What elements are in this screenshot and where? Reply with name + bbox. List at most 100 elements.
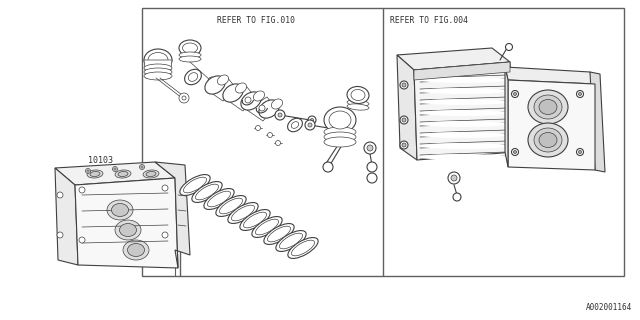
Circle shape bbox=[310, 118, 314, 122]
Circle shape bbox=[513, 92, 516, 95]
Ellipse shape bbox=[255, 219, 278, 235]
Ellipse shape bbox=[347, 100, 369, 106]
Circle shape bbox=[579, 150, 582, 154]
Ellipse shape bbox=[241, 92, 261, 110]
Ellipse shape bbox=[195, 184, 218, 200]
Polygon shape bbox=[247, 97, 275, 121]
Ellipse shape bbox=[188, 73, 198, 81]
Ellipse shape bbox=[268, 226, 291, 242]
Circle shape bbox=[400, 81, 408, 89]
Ellipse shape bbox=[264, 224, 294, 244]
Text: A002001164: A002001164 bbox=[586, 303, 632, 312]
Ellipse shape bbox=[419, 154, 506, 160]
Circle shape bbox=[513, 150, 516, 154]
Ellipse shape bbox=[347, 86, 369, 104]
Ellipse shape bbox=[252, 217, 282, 237]
Ellipse shape bbox=[259, 100, 279, 118]
Text: 10103: 10103 bbox=[88, 156, 113, 165]
Ellipse shape bbox=[220, 198, 243, 214]
Circle shape bbox=[448, 172, 460, 184]
Ellipse shape bbox=[232, 205, 255, 221]
Ellipse shape bbox=[143, 170, 159, 178]
Ellipse shape bbox=[179, 40, 201, 56]
Ellipse shape bbox=[419, 121, 506, 127]
Ellipse shape bbox=[329, 111, 351, 129]
Ellipse shape bbox=[216, 196, 246, 216]
Ellipse shape bbox=[192, 181, 222, 203]
Ellipse shape bbox=[287, 118, 303, 132]
Ellipse shape bbox=[419, 88, 506, 94]
Ellipse shape bbox=[419, 143, 506, 149]
Polygon shape bbox=[144, 60, 172, 78]
Ellipse shape bbox=[324, 107, 356, 133]
Ellipse shape bbox=[123, 240, 149, 260]
Circle shape bbox=[453, 193, 461, 201]
Ellipse shape bbox=[148, 52, 168, 68]
Polygon shape bbox=[414, 62, 510, 80]
Ellipse shape bbox=[419, 110, 506, 116]
Circle shape bbox=[57, 192, 63, 198]
Ellipse shape bbox=[240, 210, 270, 230]
Ellipse shape bbox=[180, 174, 210, 196]
Ellipse shape bbox=[288, 237, 318, 259]
Circle shape bbox=[506, 44, 513, 51]
Polygon shape bbox=[155, 162, 190, 268]
Circle shape bbox=[511, 148, 518, 156]
Circle shape bbox=[364, 142, 376, 154]
Circle shape bbox=[577, 148, 584, 156]
Ellipse shape bbox=[324, 127, 356, 137]
Ellipse shape bbox=[107, 200, 133, 220]
Ellipse shape bbox=[419, 99, 506, 105]
Ellipse shape bbox=[291, 122, 299, 128]
Polygon shape bbox=[55, 162, 175, 185]
Circle shape bbox=[579, 92, 582, 95]
Circle shape bbox=[305, 120, 315, 130]
Circle shape bbox=[402, 118, 406, 122]
Polygon shape bbox=[227, 87, 255, 111]
Polygon shape bbox=[590, 72, 605, 172]
Ellipse shape bbox=[419, 77, 506, 83]
Ellipse shape bbox=[419, 132, 506, 138]
Circle shape bbox=[308, 123, 312, 127]
Polygon shape bbox=[414, 62, 514, 160]
Circle shape bbox=[141, 166, 143, 168]
Text: REFER TO FIG.010: REFER TO FIG.010 bbox=[217, 16, 295, 25]
Ellipse shape bbox=[271, 99, 282, 109]
Ellipse shape bbox=[324, 137, 356, 147]
Ellipse shape bbox=[280, 233, 303, 249]
Ellipse shape bbox=[253, 91, 264, 101]
Circle shape bbox=[402, 83, 406, 87]
Ellipse shape bbox=[528, 123, 568, 157]
Ellipse shape bbox=[534, 95, 562, 119]
Polygon shape bbox=[207, 77, 235, 101]
Polygon shape bbox=[505, 67, 595, 84]
Circle shape bbox=[114, 168, 116, 170]
Circle shape bbox=[182, 96, 186, 100]
Circle shape bbox=[162, 185, 168, 191]
Circle shape bbox=[338, 126, 346, 134]
Ellipse shape bbox=[118, 172, 128, 177]
Ellipse shape bbox=[127, 244, 145, 257]
Ellipse shape bbox=[205, 76, 225, 94]
Circle shape bbox=[245, 97, 251, 103]
Polygon shape bbox=[508, 80, 595, 170]
Circle shape bbox=[340, 129, 344, 132]
Ellipse shape bbox=[115, 220, 141, 240]
Ellipse shape bbox=[90, 172, 100, 177]
Circle shape bbox=[113, 166, 118, 172]
Ellipse shape bbox=[351, 90, 365, 100]
Circle shape bbox=[57, 232, 63, 238]
Circle shape bbox=[86, 169, 90, 173]
Circle shape bbox=[367, 173, 377, 183]
Ellipse shape bbox=[115, 170, 131, 178]
Ellipse shape bbox=[144, 49, 172, 71]
Circle shape bbox=[400, 116, 408, 124]
Circle shape bbox=[255, 125, 260, 131]
Circle shape bbox=[400, 141, 408, 149]
Ellipse shape bbox=[539, 100, 557, 115]
Polygon shape bbox=[75, 178, 178, 268]
Polygon shape bbox=[55, 168, 78, 265]
Ellipse shape bbox=[291, 240, 314, 256]
Circle shape bbox=[140, 164, 145, 170]
Circle shape bbox=[402, 143, 406, 147]
